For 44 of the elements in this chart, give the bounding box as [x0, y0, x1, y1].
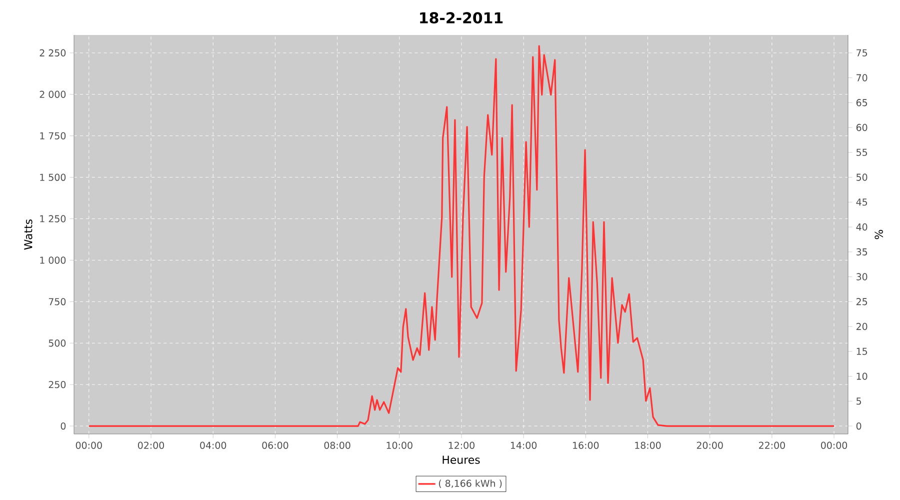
y2-tick-label: 20 — [856, 322, 868, 330]
x-tick-label: 02:00 — [138, 442, 164, 449]
x-tick-label: 08:00 — [324, 442, 350, 449]
x-tick-label: 14:00 — [510, 442, 537, 449]
y-tick-label: 1 250 — [40, 215, 66, 222]
legend-label: ( 8,166 kWh ) — [438, 480, 502, 488]
chart-title: 18-2-2011 — [420, 12, 503, 24]
y-tick-label: 1 750 — [40, 132, 66, 140]
y2-tick-label: 45 — [856, 198, 868, 206]
y2-tick-label: 30 — [856, 273, 868, 280]
x-axis-title: Heures — [442, 456, 480, 464]
y2-tick-label: 0 — [856, 422, 862, 430]
y-axis-title: Watts — [24, 219, 32, 250]
y2-tick-label: 75 — [856, 49, 868, 56]
y2-tick-label: 65 — [856, 99, 868, 106]
y-tick-label: 2 250 — [40, 49, 66, 56]
y2-tick-label: 25 — [856, 298, 868, 306]
x-tick-label: 04:00 — [200, 442, 226, 449]
y-tick-label: 1 500 — [40, 174, 66, 181]
y-tick-label: 1 000 — [40, 256, 66, 264]
x-tick-label: 10:00 — [386, 442, 412, 449]
x-tick-label: 00:00 — [76, 442, 102, 449]
y-tick-label: 500 — [48, 340, 66, 347]
y2-axis-title: % — [874, 230, 883, 240]
x-tick-label: 00:00 — [821, 442, 848, 449]
y2-tick-label: 50 — [856, 174, 868, 181]
x-tick-label: 22:00 — [758, 442, 785, 449]
x-tick-label: 20:00 — [696, 442, 723, 449]
x-tick-label: 16:00 — [573, 442, 599, 449]
y2-tick-label: 70 — [856, 74, 868, 82]
y-tick-label: 250 — [48, 380, 66, 388]
y2-tick-label: 60 — [856, 124, 868, 132]
y2-tick-label: 10 — [856, 372, 868, 380]
y-tick-label: 750 — [48, 298, 66, 306]
y2-tick-label: 55 — [856, 148, 868, 156]
x-tick-label: 12:00 — [448, 442, 474, 449]
y-tick-label: 0 — [60, 422, 66, 430]
x-tick-label: 18:00 — [635, 442, 661, 449]
y2-tick-label: 5 — [856, 398, 861, 405]
y2-tick-label: 40 — [856, 223, 868, 231]
y-tick-label: 2 000 — [40, 90, 66, 98]
x-tick-label: 06:00 — [262, 442, 288, 449]
y2-tick-label: 15 — [856, 348, 868, 355]
y2-tick-label: 35 — [856, 248, 868, 256]
